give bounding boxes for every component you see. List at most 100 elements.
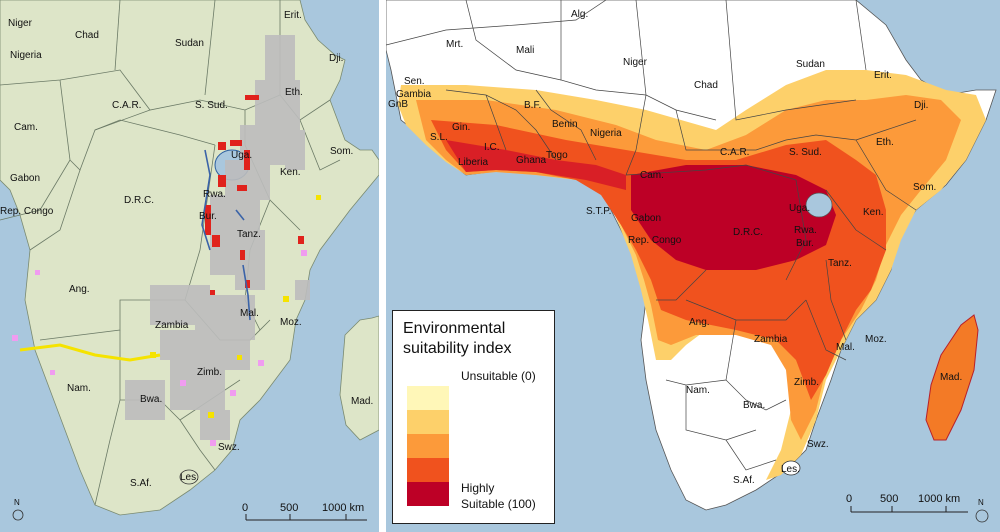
label: Alg. [571, 9, 588, 20]
label: Bwa. [743, 400, 765, 411]
label: Dji. [329, 53, 343, 64]
label: Erit. [874, 70, 892, 81]
label: Bur. [796, 238, 814, 249]
label: Zambia [754, 334, 788, 345]
label: Mal. [240, 308, 259, 319]
legend: Environmental suitability index Unsuitab… [392, 310, 555, 524]
label: Zimb. [794, 377, 819, 388]
label: Nam. [686, 385, 710, 396]
legend-label-highly: Highly [461, 481, 495, 495]
lesotho-outline [179, 469, 199, 485]
label: Zambia [155, 320, 189, 331]
svg-text:1000 km: 1000 km [918, 493, 960, 505]
label: Cam. [640, 170, 664, 181]
label: Les. [781, 464, 800, 475]
label: Gin. [452, 122, 470, 133]
label: Som. [330, 146, 353, 157]
country-borders [386, 0, 917, 471]
label: Mad. [940, 372, 962, 383]
svg-text:0: 0 [846, 493, 852, 505]
label: Mad. [351, 396, 373, 407]
label: D.R.C. [124, 195, 154, 206]
label: Sen. [404, 76, 425, 87]
label: Ang. [69, 284, 90, 295]
label: Gabon [10, 173, 40, 184]
label: Uga. [789, 203, 810, 214]
legend-label-suitable: Suitable (100) [461, 497, 536, 511]
svg-text:N: N [978, 498, 984, 507]
label: Swz. [218, 442, 240, 453]
label: S.Af. [130, 478, 152, 489]
label: Rwa. [794, 225, 817, 236]
label: Cam. [14, 122, 38, 133]
legend-swatch-3 [407, 434, 449, 458]
label: Niger [8, 18, 33, 29]
label: Uga. [231, 150, 252, 161]
label: Mal. [836, 342, 855, 353]
label: Chad [75, 30, 99, 41]
legend-swatch-5 [407, 482, 449, 506]
label: Liberia [458, 157, 488, 168]
label: C.A.R. [720, 147, 749, 158]
label: Tanz. [828, 258, 852, 269]
legend-swatch-1 [407, 386, 449, 410]
madagascar [925, 314, 979, 441]
label: S. Sud. [789, 147, 822, 158]
survey-grid-cells [125, 35, 310, 440]
legend-label-unsuitable: Unsuitable (0) [461, 369, 536, 383]
label: Moz. [280, 317, 302, 328]
label: S. Sud. [195, 100, 228, 111]
label: Mrt. [446, 39, 463, 50]
label: Swz. [807, 439, 829, 450]
label: C.A.R. [112, 100, 141, 111]
svg-text:0: 0 [242, 502, 248, 514]
label: Gambia [396, 89, 431, 100]
occurrence-map: Niger Chad Sudan Erit. Dji. Nigeria C.A.… [0, 0, 379, 532]
occurrence-cells-other [12, 195, 321, 446]
label: Zimb. [197, 367, 222, 378]
lake-victoria [805, 192, 833, 218]
label: Nam. [67, 383, 91, 394]
label: Rep. Congo [628, 235, 682, 246]
madagascar [339, 315, 379, 441]
label: S.T.P. [586, 206, 611, 217]
water-bodies [201, 149, 251, 321]
legend-swatch-4 [407, 458, 449, 482]
label: Moz. [865, 334, 887, 345]
label: GnB [388, 99, 408, 110]
label: Sudan [175, 38, 204, 49]
legend-title-line-2: suitability index [403, 340, 512, 357]
label: Gabon [631, 213, 661, 224]
label: Eth. [285, 87, 303, 98]
label: Ken. [280, 167, 301, 178]
label: Ken. [863, 207, 884, 218]
label: I.C. [484, 142, 500, 153]
label: Som. [913, 182, 936, 193]
label: Togo [546, 150, 568, 161]
label: Eth. [876, 137, 894, 148]
svg-text:N: N [14, 498, 20, 507]
svg-text:1000 km: 1000 km [322, 502, 364, 514]
legend-title-line-1: Environmental [403, 320, 506, 337]
label: Rwa. [203, 189, 226, 200]
legend-title: Environmental suitability index [403, 319, 512, 359]
country-labels: Alg. Mrt. Mali Niger Chad Sudan Sen. Gam… [388, 9, 962, 486]
label: Rep. Congo [0, 206, 54, 217]
label: Sudan [796, 59, 825, 70]
label: Chad [694, 80, 718, 91]
label: Dji. [914, 100, 928, 111]
label: S.Af. [733, 475, 755, 486]
suitability-surface [398, 70, 986, 480]
country-labels: Niger Chad Sudan Erit. Dji. Nigeria C.A.… [0, 10, 373, 489]
north-arrow: N [12, 498, 24, 521]
label: Ghana [516, 155, 546, 166]
label: Erit. [284, 10, 302, 21]
label: Bur. [199, 211, 217, 222]
legend-swatch-2 [407, 410, 449, 434]
occurrence-map-panel: Niger Chad Sudan Erit. Dji. Nigeria C.A.… [0, 0, 379, 532]
label: B.F. [524, 100, 541, 111]
occurrence-cells-red [205, 95, 304, 295]
svg-text:500: 500 [280, 502, 298, 514]
label: Les. [180, 472, 199, 483]
lesotho-outline [781, 460, 801, 476]
